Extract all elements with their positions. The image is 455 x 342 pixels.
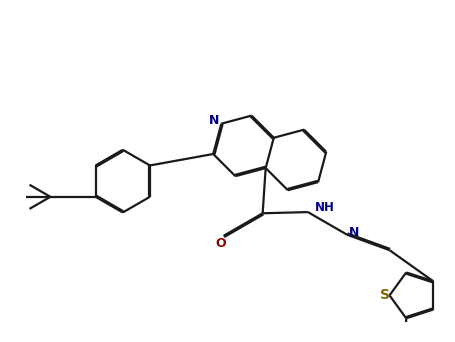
Text: S: S [380, 288, 390, 302]
Text: N: N [349, 226, 359, 239]
Text: N: N [209, 114, 219, 127]
Text: NH: NH [315, 201, 335, 214]
Text: O: O [215, 237, 226, 250]
